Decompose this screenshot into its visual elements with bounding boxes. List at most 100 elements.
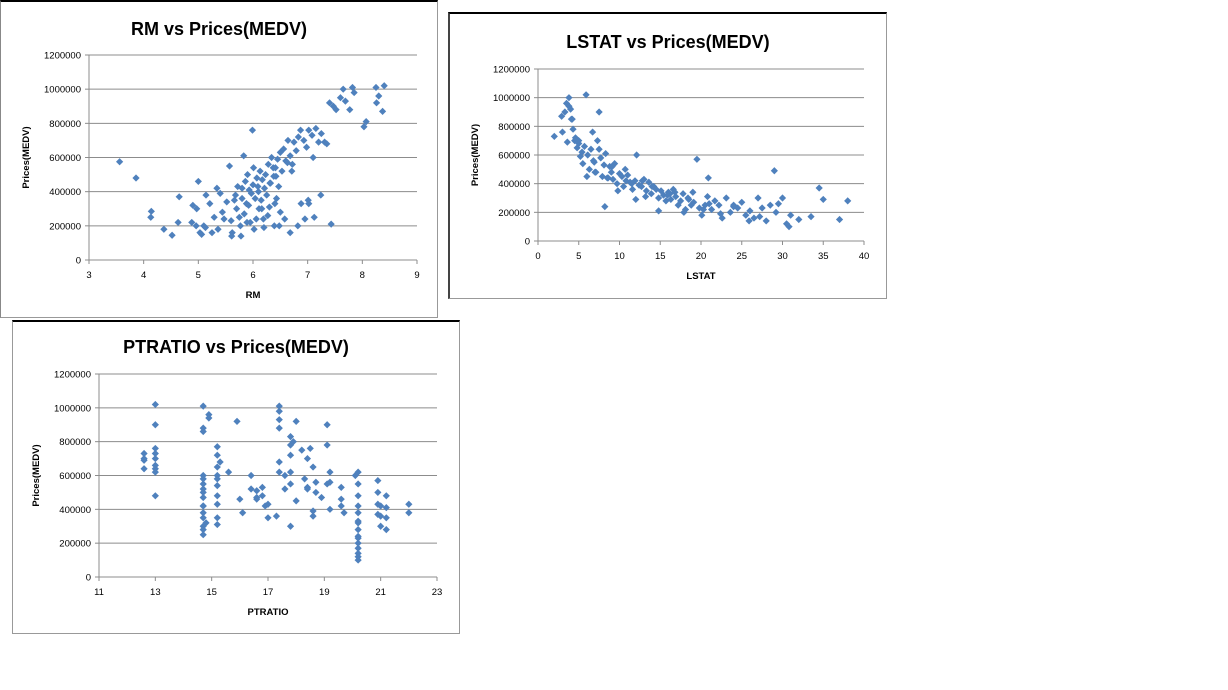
- data-point: [628, 185, 637, 193]
- data-point: [290, 138, 298, 146]
- data-point: [655, 207, 663, 215]
- data-point: [578, 148, 586, 156]
- data-point: [205, 414, 213, 422]
- data-point: [198, 230, 206, 238]
- data-point: [272, 194, 281, 203]
- data-point: [591, 168, 599, 176]
- data-point: [354, 502, 362, 510]
- data-point: [213, 443, 221, 451]
- data-point: [132, 174, 140, 182]
- x-tick-label: 13: [150, 587, 161, 598]
- data-point: [680, 208, 688, 216]
- data-point: [600, 161, 608, 169]
- data-point: [266, 179, 274, 187]
- data-point: [362, 118, 370, 126]
- data-point: [275, 424, 283, 432]
- data-point: [294, 222, 302, 230]
- data-point: [224, 468, 233, 476]
- data-point: [742, 211, 750, 219]
- data-point: [194, 177, 202, 186]
- data-point: [292, 147, 300, 155]
- y-tick-label: 1200000: [493, 65, 530, 76]
- data-point: [214, 225, 222, 233]
- data-point: [312, 488, 320, 497]
- data-point: [632, 195, 640, 204]
- data-point: [258, 492, 266, 500]
- data-point: [254, 188, 263, 196]
- data-point: [241, 177, 249, 186]
- x-axis-label: LSTAT: [686, 271, 715, 282]
- data-point: [378, 107, 387, 115]
- data-point: [633, 151, 641, 159]
- data-point: [659, 191, 668, 199]
- data-point: [199, 493, 207, 502]
- data-point: [597, 154, 605, 162]
- data-point: [216, 189, 224, 197]
- data-point: [243, 170, 252, 179]
- data-point: [602, 149, 610, 158]
- data-point: [795, 215, 803, 224]
- data-point: [298, 446, 306, 454]
- data-point: [271, 164, 280, 172]
- data-point: [264, 160, 272, 168]
- data-point: [213, 482, 221, 490]
- data-point: [275, 222, 283, 230]
- data-point: [286, 432, 295, 441]
- data-point: [807, 213, 815, 221]
- data-point: [380, 82, 388, 90]
- data-point: [593, 137, 602, 145]
- data-point: [703, 192, 712, 201]
- y-tick-label: 1000000: [44, 85, 81, 96]
- data-point: [160, 225, 168, 233]
- data-point: [722, 194, 730, 202]
- y-tick-label: 600000: [49, 153, 81, 164]
- data-point: [218, 208, 226, 216]
- data-point: [223, 198, 231, 206]
- data-point: [354, 544, 362, 552]
- x-tick-label: 25: [736, 251, 747, 262]
- data-point: [303, 454, 312, 463]
- data-point: [354, 468, 362, 476]
- x-tick-label: 4: [141, 270, 146, 281]
- data-point: [354, 480, 362, 488]
- data-point: [323, 480, 331, 488]
- data-point: [151, 421, 159, 429]
- data-point: [329, 102, 337, 110]
- data-point: [230, 196, 239, 204]
- data-point: [284, 136, 292, 145]
- data-point: [613, 180, 621, 188]
- data-point: [264, 211, 272, 220]
- data-point: [317, 191, 325, 199]
- data-point: [704, 174, 712, 182]
- y-axis-label: Prices(MEDV): [470, 124, 481, 186]
- data-point: [325, 99, 334, 107]
- data-point: [382, 526, 390, 534]
- data-point: [174, 218, 182, 227]
- data-point: [655, 194, 663, 202]
- data-point: [248, 126, 257, 134]
- y-tick-label: 1200000: [44, 51, 81, 62]
- data-point: [340, 509, 348, 517]
- data-point: [292, 417, 300, 425]
- data-point: [377, 502, 385, 510]
- y-tick-label: 400000: [59, 505, 91, 516]
- data-point: [199, 531, 207, 539]
- data-point: [151, 449, 159, 458]
- data-point: [317, 493, 326, 502]
- data-point: [213, 514, 221, 522]
- data-point: [730, 201, 738, 209]
- data-point: [323, 441, 331, 449]
- data-point: [206, 200, 214, 208]
- data-point: [746, 207, 754, 215]
- data-point: [607, 168, 615, 176]
- data-point: [249, 164, 258, 172]
- data-point: [256, 167, 264, 175]
- data-point: [267, 153, 276, 162]
- y-tick-label: 0: [86, 573, 91, 584]
- data-point: [300, 136, 308, 145]
- data-point: [405, 500, 413, 508]
- data-point: [147, 213, 155, 221]
- data-point: [762, 217, 770, 225]
- y-tick-label: 600000: [59, 471, 91, 482]
- data-point: [750, 214, 758, 222]
